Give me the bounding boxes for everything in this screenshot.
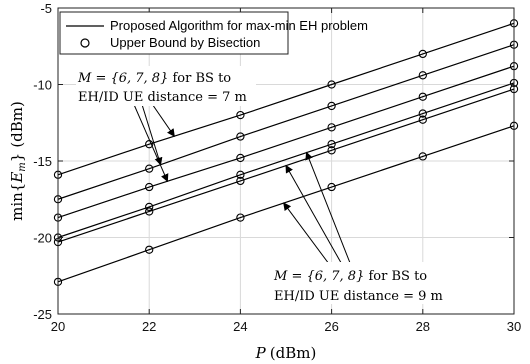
annotation-7m-line1: M = {6, 7, 8} for BS to	[77, 71, 231, 86]
data-point	[145, 245, 154, 254]
series-lines	[57, 22, 515, 283]
annotation-9m-set: M = {6, 7, 8}	[273, 269, 364, 284]
annotation-9m-line2: EH/ID UE distance = 9 m	[274, 289, 443, 304]
data-point	[418, 92, 427, 101]
series-line-2	[57, 44, 515, 200]
x-axis-label: P (dBm)	[255, 344, 317, 362]
annotation-7m: M = {6, 7, 8} for BS to EH/ID UE distanc…	[76, 66, 256, 106]
arrow-9m-3	[283, 202, 333, 269]
data-point	[236, 132, 245, 141]
series-line-1	[57, 22, 515, 176]
data-point	[327, 101, 336, 111]
annotation-7m-set: M = {6, 7, 8}	[77, 71, 168, 86]
y-tick-label: -20	[33, 231, 52, 246]
x-axis-unit: (dBm)	[270, 344, 317, 362]
annotation-9m-line1: M = {6, 7, 8} for BS to	[273, 269, 427, 284]
data-point	[418, 115, 427, 124]
legend-label-proposed: Proposed Algorithm for max-min EH proble…	[110, 18, 368, 33]
data-point	[418, 109, 427, 118]
annotation-7m-suffix: for BS to	[168, 71, 231, 86]
x-axis-var: P	[255, 344, 267, 362]
data-point	[236, 176, 245, 186]
annotation-9m: M = {6, 7, 8} for BS to EH/ID UE distanc…	[270, 262, 470, 304]
y-tick-label: -10	[33, 78, 52, 93]
data-point	[418, 71, 427, 80]
y-axis-sub: m	[17, 162, 28, 171]
data-point	[145, 164, 154, 173]
x-tick-label: 26	[324, 319, 338, 334]
legend-circle-marker	[80, 38, 90, 48]
y-axis-label: min{Em} (dBm)	[8, 101, 28, 221]
arrow-9m-1	[305, 151, 353, 269]
data-point	[236, 110, 245, 120]
data-point	[327, 80, 336, 89]
x-tick-label: 22	[142, 319, 156, 334]
y-tick-label: -25	[33, 307, 52, 322]
data-point	[236, 213, 245, 222]
data-point	[327, 123, 336, 132]
data-point	[327, 146, 336, 155]
data-point	[327, 140, 336, 149]
legend-box	[59, 11, 289, 55]
data-point	[236, 170, 245, 179]
data-point	[327, 182, 336, 192]
data-point	[418, 152, 427, 161]
data-point	[418, 49, 427, 59]
data-point	[145, 207, 154, 216]
legend-label-upper-bound: Upper Bound by Bisection	[110, 35, 260, 50]
y-tick-label: -5	[40, 1, 52, 16]
series-line-3	[57, 65, 515, 219]
arrow-7m-3	[131, 99, 169, 183]
annotation-7m-bg	[76, 66, 256, 106]
series-line-4	[57, 82, 515, 239]
y-tick-label: -15	[33, 154, 52, 169]
y-axis-sym: E	[8, 172, 26, 184]
y-axis-brace-close: }	[8, 153, 26, 163]
series-markers	[53, 19, 519, 287]
annotation-9m-suffix: for BS to	[364, 269, 427, 284]
y-axis-brace-open: {	[8, 183, 26, 193]
x-tick-label: 24	[233, 319, 247, 334]
data-point	[145, 182, 154, 192]
arrow-7m-2	[139, 97, 163, 166]
y-axis-unit: (dBm)	[8, 101, 26, 148]
y-axis-func: min	[8, 192, 26, 221]
x-tick-label: 28	[416, 319, 430, 334]
x-tick-label: 30	[507, 319, 521, 334]
legend: Proposed Algorithm for max-min EH proble…	[59, 11, 368, 55]
arrow-9m-2	[285, 164, 345, 269]
data-point	[236, 153, 245, 163]
annotation-7m-line2: EH/ID UE distance = 7 m	[78, 90, 247, 105]
x-tick-label: 20	[51, 319, 65, 334]
data-point	[145, 202, 154, 212]
annotation-9m-bg	[270, 262, 470, 304]
